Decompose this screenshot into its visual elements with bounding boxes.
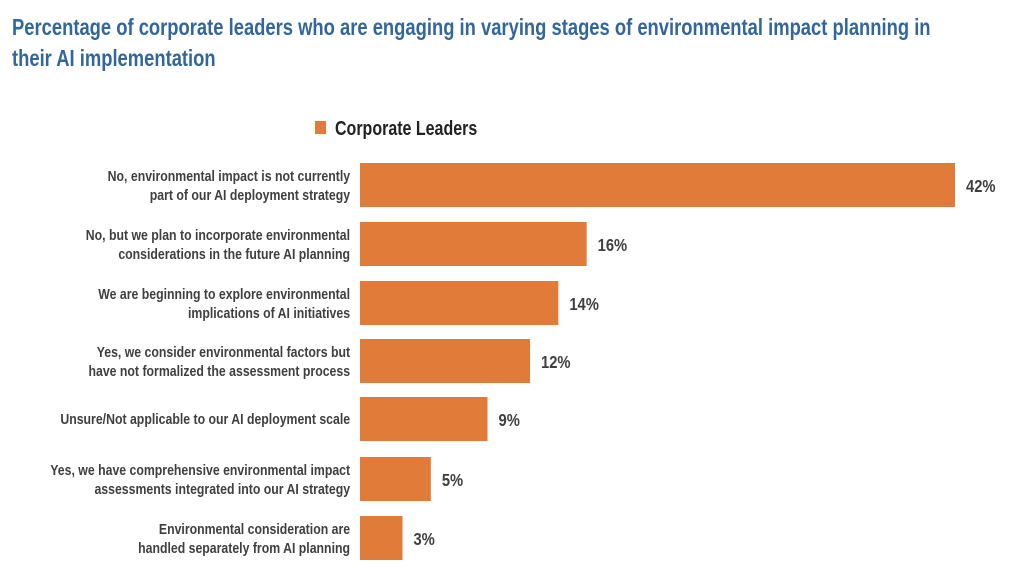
- category-label: No, environmental impact is not currentl…: [108, 168, 351, 184]
- category-label: handled separately from AI planning: [138, 540, 350, 556]
- bar: [360, 281, 559, 325]
- category-label: Yes, we consider environmental factors b…: [97, 344, 351, 360]
- chart-title-line: their AI implementation: [12, 46, 216, 71]
- legend: Corporate Leaders: [315, 117, 477, 139]
- bar: [360, 457, 431, 501]
- bar: [360, 222, 587, 266]
- legend-label: Corporate Leaders: [335, 117, 477, 139]
- category-label: assessments integrated into our AI strat…: [94, 481, 350, 497]
- value-label: 14%: [569, 295, 599, 315]
- value-label: 9%: [499, 411, 521, 431]
- category-label: considerations in the future AI planning: [118, 246, 350, 262]
- category-label: No, but we plan to incorporate environme…: [86, 227, 350, 243]
- category-label: have not formalized the assessment proce…: [89, 363, 351, 379]
- bar: [360, 397, 488, 441]
- bar: [360, 163, 955, 207]
- legend-swatch: [315, 121, 326, 134]
- chart-title: Percentage of corporate leaders who are …: [12, 15, 931, 71]
- category-label: implications of AI initiatives: [188, 305, 350, 321]
- value-label: 42%: [966, 177, 996, 197]
- value-label: 12%: [541, 353, 571, 373]
- value-label: 5%: [442, 471, 464, 491]
- bar: [360, 516, 403, 560]
- value-label: 3%: [414, 530, 436, 550]
- chart-title-line: Percentage of corporate leaders who are …: [12, 15, 931, 40]
- value-label: 16%: [598, 236, 628, 256]
- category-label: We are beginning to explore environmenta…: [98, 286, 350, 302]
- category-label: Environmental consideration are: [159, 521, 351, 537]
- category-label: Unsure/Not applicable to our AI deployme…: [60, 411, 350, 427]
- category-label: Yes, we have comprehensive environmental…: [50, 462, 350, 478]
- bar: [360, 339, 530, 383]
- category-label: part of our AI deployment strategy: [150, 187, 351, 203]
